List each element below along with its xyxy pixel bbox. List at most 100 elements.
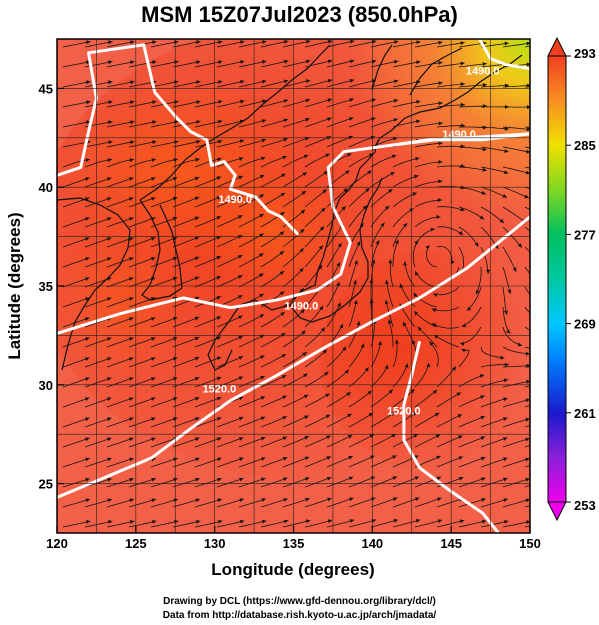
streamline-arrow xyxy=(259,314,264,318)
streamline xyxy=(436,520,465,528)
streamline xyxy=(106,437,134,448)
streamline-arrow xyxy=(130,520,135,524)
streamline xyxy=(194,397,222,408)
streamline xyxy=(480,166,509,174)
streamline xyxy=(414,61,443,68)
streamline-arrow xyxy=(86,80,91,85)
streamline xyxy=(62,159,90,168)
streamline-arrow xyxy=(216,417,222,421)
streamline-arrow xyxy=(283,498,288,502)
streamline xyxy=(370,389,394,408)
streamline-arrow xyxy=(500,355,505,360)
streamline xyxy=(502,438,530,448)
streamline xyxy=(62,377,90,388)
streamline xyxy=(348,279,357,308)
streamline-arrow xyxy=(327,98,332,103)
streamline xyxy=(128,520,157,528)
streamline xyxy=(480,84,509,88)
streamline-arrow xyxy=(393,118,398,122)
streamline xyxy=(172,457,200,468)
streamline xyxy=(128,297,156,308)
streamline-arrow xyxy=(238,295,243,299)
streamline-arrow xyxy=(415,497,420,501)
streamline xyxy=(106,397,134,408)
streamline xyxy=(128,317,156,328)
streamline xyxy=(282,228,305,248)
streamline xyxy=(260,270,285,288)
streamline-arrow xyxy=(85,317,90,321)
streamline-arrow xyxy=(436,476,442,481)
streamline xyxy=(128,257,156,268)
streamline-arrow xyxy=(129,498,134,503)
streamline-arrow xyxy=(320,327,325,332)
streamline-arrow xyxy=(325,153,330,158)
streamline xyxy=(348,205,368,228)
streamline-arrow xyxy=(525,398,530,403)
streamline xyxy=(260,155,287,168)
streamline-arrow xyxy=(280,333,286,337)
streamline-arrow xyxy=(107,417,112,422)
streamline xyxy=(282,351,307,368)
streamline-arrow xyxy=(129,477,134,482)
streamline xyxy=(436,414,463,428)
y-tick-label: 30 xyxy=(39,378,53,393)
streamline xyxy=(282,415,309,428)
streamline xyxy=(404,261,416,288)
streamline-arrow xyxy=(482,83,487,87)
streamline xyxy=(106,337,134,348)
streamline-arrow xyxy=(280,212,285,216)
streamline-arrow xyxy=(304,436,309,440)
streamline-arrow xyxy=(305,519,311,524)
streamline-arrow xyxy=(507,289,512,294)
streamline-arrow xyxy=(482,167,487,172)
streamline xyxy=(414,216,441,228)
streamline xyxy=(150,237,178,248)
streamline xyxy=(106,520,135,528)
streamline-arrow xyxy=(304,456,310,461)
streamline xyxy=(260,353,287,368)
streamline xyxy=(502,380,530,388)
streamline xyxy=(326,434,353,448)
streamline xyxy=(84,377,112,388)
streamline-arrow xyxy=(239,457,244,462)
streamline xyxy=(216,80,245,88)
streamline-arrow xyxy=(548,42,552,46)
streamline-arrow xyxy=(433,334,439,339)
streamline-arrow xyxy=(368,412,374,417)
streamline-arrow xyxy=(238,396,244,401)
streamline xyxy=(282,40,311,48)
streamline-arrow xyxy=(415,156,420,161)
streamline-arrow xyxy=(259,273,264,278)
streamline-arrow xyxy=(327,59,333,64)
streamline xyxy=(326,391,351,408)
streamline xyxy=(370,171,395,188)
streamline xyxy=(326,476,354,488)
streamline xyxy=(414,497,442,508)
streamline-arrow xyxy=(238,416,244,421)
streamline xyxy=(84,237,112,248)
streamline-arrow xyxy=(353,279,357,285)
streamline-arrow xyxy=(322,349,327,354)
streamline xyxy=(304,153,330,168)
streamline xyxy=(370,80,399,88)
streamline-arrow xyxy=(415,519,421,523)
streamline xyxy=(413,310,438,328)
streamline-arrow xyxy=(196,40,201,45)
streamline-arrow xyxy=(150,257,156,261)
streamline xyxy=(414,412,440,428)
streamline xyxy=(150,520,179,528)
streamline xyxy=(326,497,354,508)
streamline-arrow xyxy=(414,240,419,245)
streamline-arrow xyxy=(425,245,430,250)
streamline-arrow xyxy=(238,175,243,180)
streamline-arrow xyxy=(279,291,285,296)
streamline xyxy=(414,434,441,448)
streamline-arrow xyxy=(415,271,419,276)
streamline xyxy=(106,478,134,488)
streamline xyxy=(348,476,376,488)
streamline xyxy=(84,257,112,268)
streamline xyxy=(84,41,113,48)
streamline xyxy=(84,457,112,468)
streamline-arrow xyxy=(460,41,465,46)
x-axis-ticks: 120 125 130 135 140 145 150 xyxy=(46,526,541,551)
